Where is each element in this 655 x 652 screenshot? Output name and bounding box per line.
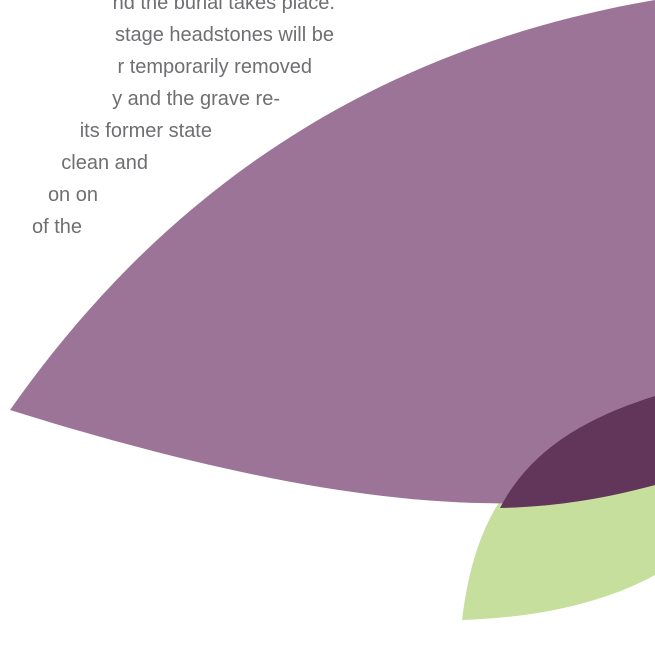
text-line: y and the grave re-	[112, 88, 280, 110]
text-line: clean and	[61, 152, 148, 174]
text-line: nd the burial takes place.	[112, 0, 335, 14]
overlap-leaf-shape	[500, 396, 655, 508]
purple-leaf-shape	[10, 0, 655, 504]
text-line: its former state	[79, 120, 212, 142]
text-line: of the	[31, 216, 82, 238]
text-line: r temporarily removed	[117, 56, 312, 78]
text-line: on on	[47, 184, 98, 206]
text-line: stage headstones will be	[114, 24, 334, 46]
